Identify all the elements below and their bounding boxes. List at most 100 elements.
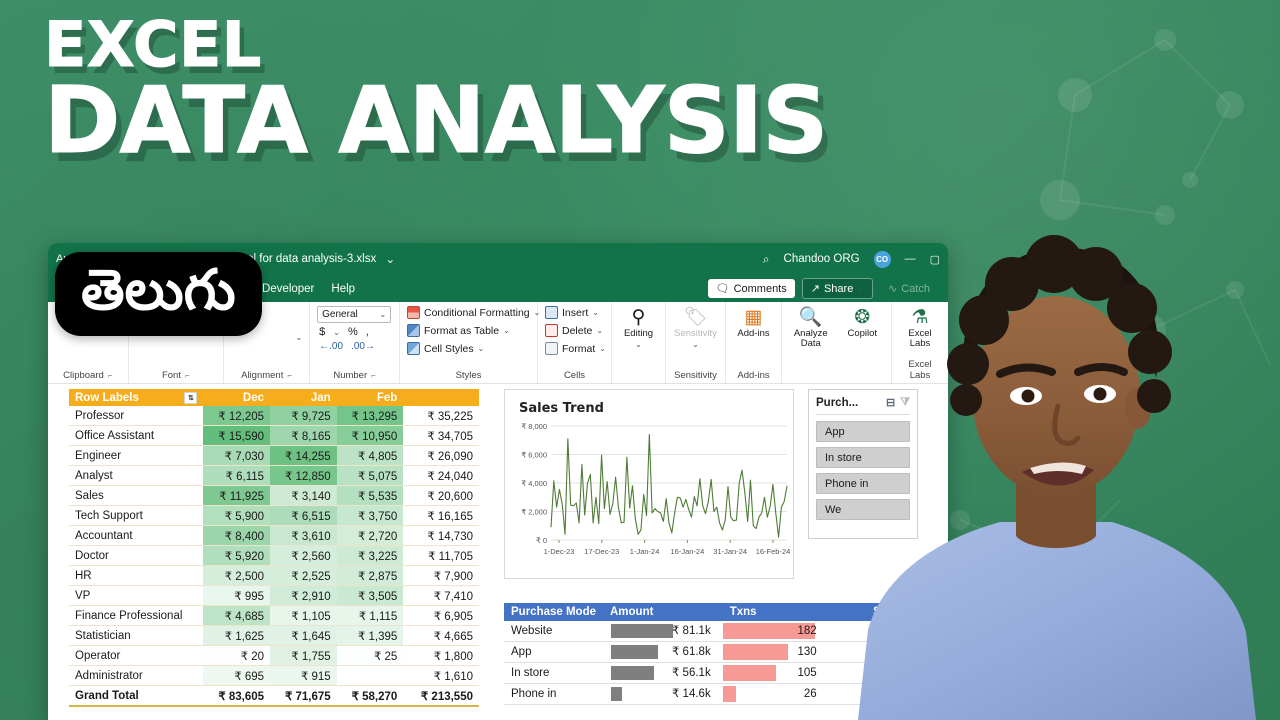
table-row[interactable]: App ₹ 61.8k 130	[504, 641, 914, 663]
pivot-header-jan[interactable]: Jan	[270, 389, 337, 406]
row-labels-filter-icon[interactable]: ⇅	[184, 391, 198, 404]
txns-cell: 105	[722, 662, 823, 684]
avatar[interactable]: CO	[873, 250, 891, 268]
percent-format-button[interactable]: %	[347, 326, 358, 338]
ribbon-group-addins: ▦ Add-ins Add-ins	[726, 302, 782, 383]
conditional-formatting-button[interactable]: Conditional Formatting ⌄	[407, 306, 540, 319]
pivot-cell-jan: ₹ 2,525	[270, 565, 337, 586]
analyze-data-button[interactable]: 🔍 Analyze Data	[789, 306, 833, 350]
slicer-item-in-store[interactable]: In store	[816, 447, 910, 468]
table-row[interactable]: Engineer ₹ 7,030 ₹ 14,255 ₹ 4,805 ₹ 26,090	[69, 445, 479, 466]
slicer-item-phone-in[interactable]: Phone in	[816, 473, 910, 494]
excel-labs-button[interactable]: ⚗ Excel Labs	[899, 306, 941, 350]
pivot-grand-total-row: Grand Total ₹ 83,605 ₹ 71,675 ₹ 58,270 ₹ 213…	[69, 685, 479, 707]
format-button[interactable]: Format ⌄	[545, 342, 606, 355]
pivot-cell-jan: ₹ 6,515	[270, 505, 337, 526]
slicer-item-we[interactable]: We	[816, 499, 910, 520]
catch-up-button[interactable]: ∿ Catch	[880, 279, 938, 298]
delete-icon	[545, 324, 558, 337]
ribbon-group-label-excel-labs: Excel Labs	[908, 359, 932, 381]
purchase-header-amount[interactable]: Amount	[603, 603, 723, 621]
slicer-item-app[interactable]: App	[816, 421, 910, 442]
tab-help[interactable]: Help	[331, 282, 356, 295]
add-ins-button[interactable]: ▦ Add-ins	[733, 306, 774, 339]
presenter-photo	[850, 200, 1280, 720]
purchase-header-txns[interactable]: Txns	[722, 603, 823, 621]
table-row[interactable]: Sales ₹ 11,925 ₹ 3,140 ₹ 5,535 ₹ 20,600	[69, 485, 479, 506]
headline-line-2: DATA ANALYSIS	[43, 67, 828, 175]
pivot-cell-feb: ₹ 25	[336, 645, 404, 666]
conditional-formatting-icon	[407, 306, 420, 319]
table-row[interactable]: VP ₹ 995 ₹ 2,910 ₹ 3,505 ₹ 7,410	[69, 585, 479, 606]
pivot-cell-feb: ₹ 2,720	[336, 525, 404, 546]
pivot-cell-feb: ₹ 3,225	[336, 545, 404, 566]
file-name[interactable]: excel for data analysis-3.xlsx	[229, 253, 377, 265]
table-row[interactable]: Tech Support ₹ 5,900 ₹ 6,515 ₹ 3,750 ₹ 16,16…	[69, 505, 479, 526]
currency-format-button[interactable]: $	[319, 326, 326, 338]
share-button[interactable]: ↗ Share ⌄	[801, 278, 874, 299]
pivot-header-total[interactable]	[403, 389, 479, 406]
cell-styles-button[interactable]: Cell Styles ⌄	[407, 342, 540, 355]
cell-styles-label: Cell Styles	[424, 342, 474, 355]
dialog-launcher-icon[interactable]: ⌐	[184, 371, 190, 380]
search-icon[interactable]: ⌕	[762, 251, 770, 266]
purchase-table-body: Website ₹ 81.1k 182 App ₹ 61.8k 130 In store ₹ …	[504, 621, 914, 705]
slicer-item-list: App In store Phone in We	[816, 421, 910, 520]
table-row[interactable]: Statistician ₹ 1,625 ₹ 1,645 ₹ 1,395 ₹ 4,665	[69, 625, 479, 646]
table-row[interactable]: Phone in ₹ 14.6k 26	[504, 683, 914, 705]
y-axis-tick-label: ₹ 8,000	[521, 422, 547, 431]
delete-button[interactable]: Delete ⌄	[545, 324, 606, 337]
table-row[interactable]: Analyst ₹ 6,115 ₹ 12,850 ₹ 5,075 ₹ 24,040	[69, 465, 479, 486]
pivot-grand-total-cell: Grand Total	[69, 685, 204, 707]
sensitivity-button[interactable]: 🏷 Sensitivity ⌄	[673, 306, 718, 350]
ribbon-group-editing: ⚲ Editing ⌄	[612, 302, 666, 383]
pivot-cell-dec: ₹ 15,590	[203, 425, 271, 446]
table-row[interactable]: Finance Professional ₹ 4,685 ₹ 1,105 ₹ 1,11…	[69, 605, 479, 626]
minimize-icon[interactable]: —	[904, 253, 916, 265]
pivot-cell-feb: ₹ 5,535	[336, 485, 404, 506]
chevron-down-icon[interactable]: ⌄	[295, 333, 303, 342]
dialog-launcher-icon[interactable]: ⌐	[287, 371, 293, 380]
maximize-icon[interactable]: ▢	[929, 253, 940, 266]
pivot-row-label: VP	[69, 585, 204, 606]
table-row[interactable]: Doctor ₹ 5,920 ₹ 2,560 ₹ 3,225 ₹ 11,705	[69, 545, 479, 566]
dialog-launcher-icon[interactable]: ⌐	[371, 371, 376, 380]
file-name-chevron-icon[interactable]: ⌄	[385, 252, 396, 266]
copilot-button[interactable]: ❂ Copilot	[841, 306, 885, 339]
purchase-mode-slicer[interactable]: Purch... ⊟ ⧩ App In store Phone in We	[808, 389, 918, 539]
dialog-launcher-icon[interactable]: ⌐	[107, 371, 113, 380]
table-row[interactable]: Professor ₹ 12,205 ₹ 9,725 ₹ 13,295 ₹ 35,225	[69, 406, 479, 426]
purchase-mode-table: Purchase Mode Amount Txns Succe Website₹…	[504, 603, 914, 705]
table-row[interactable]: Office Assistant ₹ 15,590 ₹ 8,165 ₹ 10,950 ₹…	[69, 425, 479, 446]
amount-value: ₹ 61.8k	[672, 646, 711, 658]
format-as-table-button[interactable]: Format as Table ⌄	[407, 324, 540, 337]
tab-developer[interactable]: Developer	[261, 282, 315, 295]
pivot-cell-dec: ₹ 695	[203, 665, 271, 686]
sales-trend-chart[interactable]: Sales Trend ₹ 0 ₹ 2,000 ₹ 4,000 ₹ 6,000 ₹ 8,…	[504, 389, 794, 579]
table-row[interactable]: Administrator ₹ 695 ₹ 915 ₹ 1,610	[69, 665, 479, 686]
pivot-row-label: Tech Support	[69, 505, 204, 526]
decrease-decimal-icon[interactable]: .00→	[351, 341, 375, 352]
pivot-cell-total: ₹ 24,040	[403, 465, 479, 486]
chevron-down-icon[interactable]: ⌄	[333, 327, 340, 337]
clear-filter-icon[interactable]: ⧩	[900, 396, 910, 408]
table-row[interactable]: Operator ₹ 20 ₹ 1,755 ₹ 25 ₹ 1,800	[69, 645, 479, 666]
pivot-header-feb[interactable]: Feb	[336, 389, 404, 406]
pivot-header-dec[interactable]: Dec	[203, 389, 271, 406]
number-format-select[interactable]: General ⌄	[317, 306, 392, 323]
table-row[interactable]: HR ₹ 2,500 ₹ 2,525 ₹ 2,875 ₹ 7,900	[69, 565, 479, 586]
comments-button[interactable]: 🗨 Comments	[707, 279, 795, 298]
pivot-header-row-labels[interactable]: Row Labels ⇅	[69, 389, 204, 406]
editing-button[interactable]: ⚲ Editing ⌄	[619, 306, 658, 350]
ribbon-group-cells: Insert ⌄ Delete ⌄ Format ⌄ C	[538, 302, 612, 383]
purchase-header-mode[interactable]: Purchase Mode	[504, 603, 603, 621]
table-row[interactable]: Accountant ₹ 8,400 ₹ 3,610 ₹ 2,720 ₹ 14,730	[69, 525, 479, 546]
account-name[interactable]: Chandoo ORG	[783, 253, 860, 265]
pivot-cell-feb: ₹ 1,115	[336, 605, 404, 626]
multi-select-icon[interactable]: ⊟	[885, 397, 896, 409]
table-row[interactable]: Website ₹ 81.1k 182	[504, 621, 914, 642]
insert-button[interactable]: Insert ⌄	[545, 306, 606, 319]
pivot-row-label: Office Assistant	[69, 425, 204, 446]
comma-format-button[interactable]: ,	[365, 326, 369, 338]
increase-decimal-icon[interactable]: ←.00	[319, 341, 344, 352]
